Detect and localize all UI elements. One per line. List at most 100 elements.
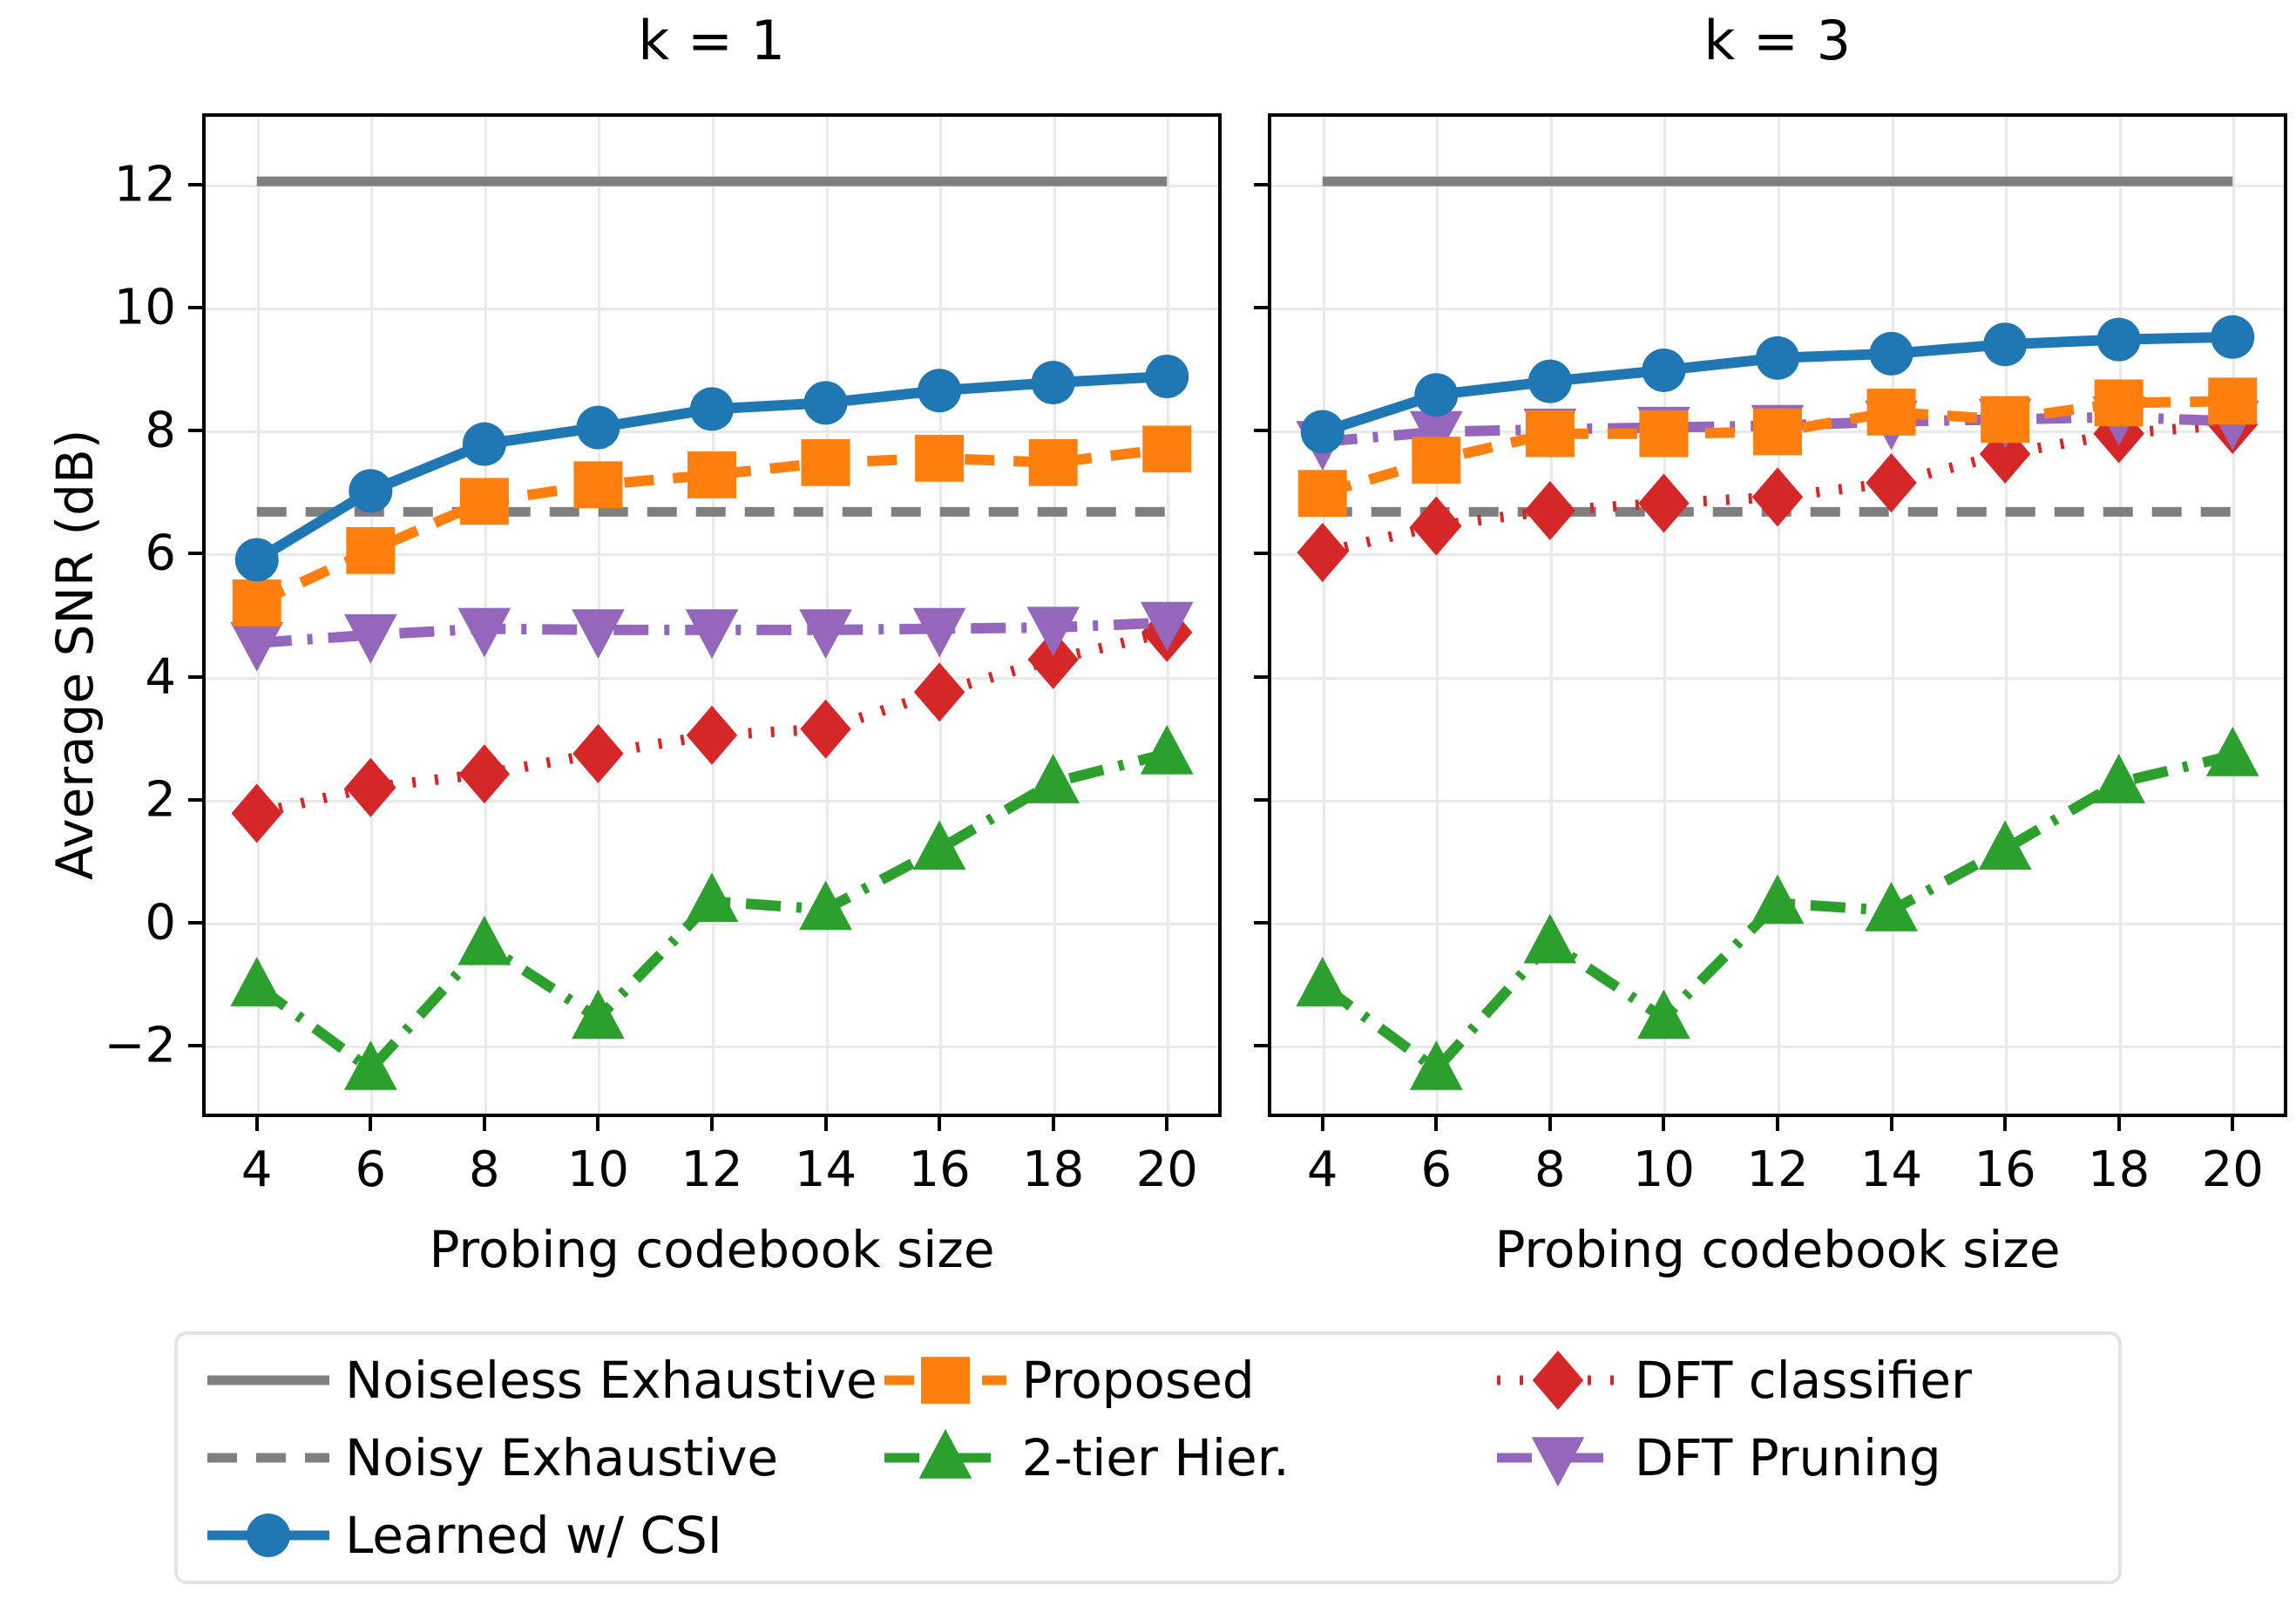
x-tick-label: 16	[908, 1141, 971, 1198]
gridline-horizontal	[1271, 307, 2284, 310]
x-tick-mark	[2117, 1117, 2121, 1131]
legend-label: DFT classifier	[1634, 1351, 1972, 1411]
legend-entry-proposed[interactable]: Proposed	[881, 1342, 1490, 1419]
legend-entry-dft-classifier[interactable]: DFT classifier	[1493, 1342, 2103, 1419]
y-tick-mark	[188, 305, 202, 309]
series-marker-proposed	[2208, 377, 2258, 425]
x-tick-mark	[1051, 1117, 1055, 1131]
gridline-vertical	[1322, 117, 1325, 1114]
series-marker-dft-classifier	[572, 723, 624, 783]
gridline-horizontal	[206, 1046, 1218, 1049]
series-marker-2-tier-hier	[230, 957, 284, 1006]
gridline-horizontal	[1271, 1046, 2284, 1049]
gridline-vertical	[1436, 117, 1439, 1114]
y-tick-mark	[1254, 305, 1268, 309]
series-marker-dft-pruning	[230, 622, 284, 672]
series-marker-dft-pruning	[343, 613, 397, 664]
gridline-horizontal	[206, 553, 1218, 557]
series-marker-learned-w-csi	[2211, 315, 2255, 359]
plot-panel-k3	[1268, 113, 2287, 1117]
y-tick-mark	[1254, 429, 1268, 433]
gridline-horizontal	[206, 676, 1218, 680]
series-marker-dft-pruning	[799, 609, 852, 659]
y-tick-mark	[188, 797, 202, 802]
series-marker-learned-w-csi	[1300, 410, 1344, 454]
gridline-vertical	[2232, 117, 2236, 1114]
series-marker-2-tier-hier	[457, 915, 511, 965]
y-tick-label: 2	[145, 771, 176, 829]
gridline-vertical	[1778, 117, 1780, 1114]
legend-entry-2-tier-hier[interactable]: 2-tier Hier.	[881, 1419, 1490, 1497]
series-marker-proposed	[687, 451, 736, 498]
series-marker-learned-w-csi	[1869, 331, 1913, 376]
y-tick-label: 6	[145, 525, 176, 582]
x-tick-label: 10	[566, 1141, 630, 1198]
series-marker-proposed	[346, 526, 396, 574]
legend-entry-noiseless-exhaustive[interactable]: Noiseless Exhaustive	[204, 1342, 877, 1419]
gridline-vertical	[2005, 117, 2008, 1114]
series-marker-dft-classifier	[1638, 473, 1690, 533]
legend-entry-learned-w-csi[interactable]: Learned w/ CSI	[204, 1496, 877, 1574]
legend-swatch-circle-marker-icon	[204, 1505, 333, 1566]
x-tick-label: 14	[794, 1141, 857, 1198]
x-tick-mark	[482, 1117, 486, 1131]
x-tick-label: 12	[1746, 1141, 1809, 1198]
series-marker-2-tier-hier	[2092, 754, 2146, 803]
series-marker-dft-classifier	[1866, 453, 1917, 513]
x-tick-mark	[1776, 1117, 1779, 1131]
y-tick-mark	[1254, 1044, 1268, 1048]
series-marker-dft-pruning	[1026, 606, 1080, 657]
gridline-vertical	[1663, 117, 1667, 1114]
series-line-proposed	[254, 444, 1168, 608]
legend-entry-noisy-exhaustive[interactable]: Noisy Exhaustive	[204, 1419, 877, 1497]
series-marker-learned-w-csi	[576, 405, 620, 450]
x-tick-label: 8	[1534, 1141, 1566, 1198]
series-marker-2-tier-hier	[2205, 727, 2259, 776]
x-tick-mark	[1548, 1117, 1552, 1131]
x-tick-mark	[254, 1117, 259, 1131]
legend-label: 2-tier Hier.	[1021, 1427, 1290, 1487]
x-tick-label: 18	[1022, 1141, 1085, 1198]
series-marker-dft-pruning	[1140, 601, 1194, 652]
series-marker-learned-w-csi	[1756, 335, 1799, 380]
series-marker-dft-classifier	[345, 757, 396, 817]
legend-swatch-dashed-line-icon	[204, 1427, 333, 1488]
series-marker-learned-w-csi	[1414, 373, 1459, 417]
series-marker-2-tier-hier	[1026, 754, 1080, 803]
series-marker-dft-classifier	[1027, 629, 1079, 689]
legend-label: Proposed	[1021, 1351, 1255, 1411]
legend-label: Learned w/ CSI	[345, 1505, 722, 1565]
series-marker-proposed	[1525, 410, 1575, 457]
x-tick-label: 6	[355, 1141, 387, 1198]
gridline-vertical	[2118, 117, 2122, 1114]
series-marker-proposed	[1753, 408, 1802, 456]
series-marker-proposed	[1639, 410, 1689, 457]
gridline-horizontal	[206, 923, 1218, 926]
legend-swatch-triangle-up-marker-icon	[881, 1427, 1010, 1488]
y-tick-mark	[188, 429, 202, 433]
series-marker-dft-classifier	[1297, 522, 1348, 582]
x-tick-mark	[596, 1117, 600, 1131]
series-marker-proposed	[1412, 437, 1461, 484]
series-marker-dft-classifier	[913, 662, 965, 722]
y-tick-label: 10	[113, 279, 176, 336]
legend-entry-dft-pruning[interactable]: DFT Pruning	[1493, 1419, 2103, 1497]
series-marker-2-tier-hier	[1978, 820, 2032, 870]
series-marker-proposed	[232, 579, 281, 627]
x-tick-label: 4	[240, 1141, 273, 1198]
y-tick-mark	[1254, 182, 1268, 186]
series-marker-2-tier-hier	[912, 820, 966, 870]
series-marker-dft-classifier	[1411, 496, 1462, 556]
series-marker-dft-classifier	[1751, 467, 1804, 527]
series-marker-dft-pruning	[1409, 410, 1463, 461]
series-marker-2-tier-hier	[1751, 874, 1805, 925]
series-marker-2-tier-hier	[1865, 881, 1918, 931]
y-tick-mark	[1254, 674, 1268, 679]
series-marker-dft-pruning	[912, 607, 966, 658]
x-tick-mark	[1662, 1117, 1666, 1131]
x-tick-mark	[938, 1117, 942, 1131]
x-tick-mark	[2231, 1117, 2235, 1131]
x-tick-label: 8	[469, 1141, 500, 1198]
series-marker-2-tier-hier	[1140, 724, 1194, 775]
